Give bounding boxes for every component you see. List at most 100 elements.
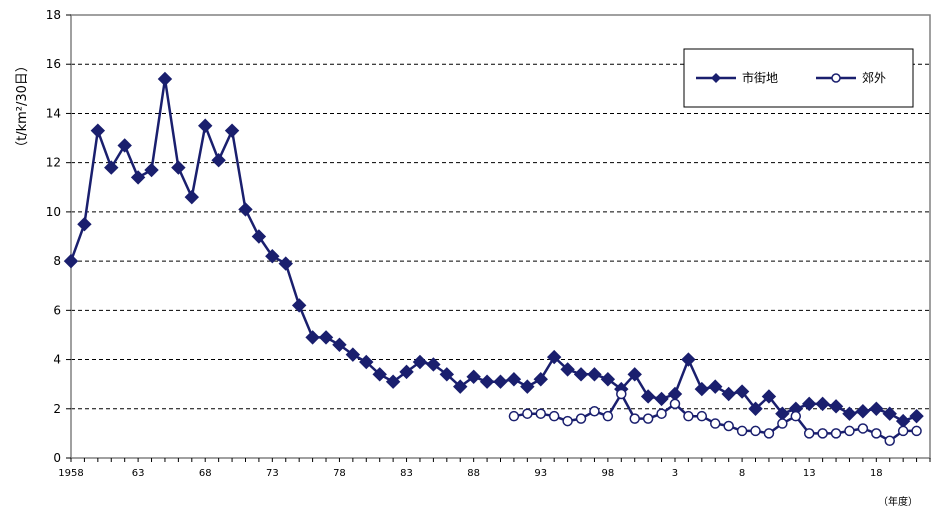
data-point-circle <box>844 425 855 437</box>
data-point-diamond <box>104 160 119 175</box>
data-point-diamond <box>399 364 414 380</box>
data-point-diamond <box>130 170 146 185</box>
x-tick-label: 13 <box>803 468 816 479</box>
x-tick-label: 93 <box>534 468 547 479</box>
data-point-diamond <box>801 396 817 412</box>
data-point-diamond <box>882 406 897 421</box>
data-point-diamond <box>842 406 857 421</box>
y-tick-label: 6 <box>53 303 61 317</box>
y-tick-label: 12 <box>46 156 61 170</box>
data-point-diamond <box>291 298 307 313</box>
data-point-diamond <box>278 256 293 271</box>
data-point-diamond <box>90 123 106 138</box>
gridlines <box>71 63 930 410</box>
data-point-diamond <box>77 216 92 232</box>
data-point-diamond <box>63 253 79 269</box>
data-point-circle <box>683 410 694 422</box>
data-point-diamond <box>265 248 280 264</box>
data-point-diamond <box>198 118 213 133</box>
data-point-diamond <box>466 369 481 384</box>
data-point-diamond <box>721 386 736 402</box>
data-point-diamond <box>654 391 669 407</box>
y-tick-label: 0 <box>53 451 61 465</box>
data-point-diamond <box>184 189 200 205</box>
y-tick-label: 4 <box>53 353 61 367</box>
y-tick-label: 16 <box>46 57 61 71</box>
data-point-diamond <box>332 337 347 352</box>
data-point-diamond <box>640 389 656 404</box>
data-point-diamond <box>318 330 334 345</box>
x-tick-label: 3 <box>672 468 678 479</box>
data-point-circle <box>562 415 573 427</box>
data-point-diamond <box>171 160 186 175</box>
data-point-diamond <box>573 367 589 382</box>
data-point-diamond <box>815 396 830 412</box>
data-point-diamond <box>453 379 468 394</box>
data-point-diamond <box>493 374 508 389</box>
data-point-diamond <box>224 123 240 138</box>
legend-marker-circle <box>831 73 841 83</box>
series-group <box>63 71 924 447</box>
data-point-diamond <box>869 401 884 416</box>
data-point-circle <box>723 420 734 432</box>
data-point-circle <box>911 425 922 437</box>
data-point-diamond <box>385 374 401 389</box>
data-point-circle <box>763 428 775 439</box>
data-point-diamond <box>211 152 226 168</box>
x-tick-label: 1958 <box>58 468 83 479</box>
x-tick-label: 63 <box>132 468 145 479</box>
data-point-diamond <box>627 367 642 382</box>
legend: 市街地 郊外 <box>683 48 914 108</box>
data-point-diamond <box>251 229 267 244</box>
x-tick-label: 98 <box>602 468 615 479</box>
y-tick-label: 10 <box>46 205 61 219</box>
data-point-circle <box>642 413 654 424</box>
data-point-circle <box>575 413 587 424</box>
y-axis-title: （t/km²/30日） <box>15 59 30 154</box>
data-point-circle <box>629 413 640 424</box>
data-point-diamond <box>520 379 535 394</box>
x-tick-label: 78 <box>333 468 346 479</box>
data-point-circle <box>616 388 627 400</box>
data-point-circle <box>803 428 815 439</box>
x-axis-ticks: 1958 63 68 73 78 83 88 93 98 3 8 13 18 <box>58 458 931 479</box>
data-point-diamond <box>533 372 548 387</box>
data-point-circle <box>736 425 748 437</box>
data-point-diamond <box>157 71 173 87</box>
data-point-circle <box>884 435 895 447</box>
data-point-circle <box>777 418 788 429</box>
data-point-circle <box>696 410 708 422</box>
data-point-circle <box>535 408 547 419</box>
data-point-diamond <box>909 408 924 424</box>
data-point-diamond <box>761 389 777 404</box>
data-point-diamond <box>694 381 710 397</box>
data-point-circle <box>871 428 882 439</box>
data-point-diamond <box>144 162 159 178</box>
data-point-circle <box>669 398 681 410</box>
data-point-diamond <box>238 202 253 217</box>
data-point-circle <box>602 410 614 422</box>
data-point-diamond <box>708 379 723 394</box>
x-tick-label: 68 <box>199 468 212 479</box>
data-point-diamond <box>305 330 320 345</box>
data-point-diamond <box>734 384 750 399</box>
data-point-diamond <box>345 347 361 362</box>
data-point-circle <box>656 408 667 419</box>
y-tick-label: 18 <box>46 8 61 22</box>
data-point-circle <box>710 418 721 429</box>
data-point-diamond <box>426 357 441 372</box>
x-tick-label: 83 <box>400 468 413 479</box>
data-point-circle <box>548 410 560 422</box>
data-point-circle <box>790 410 802 422</box>
data-point-circle <box>589 405 600 417</box>
legend-label: 郊外 <box>862 71 886 85</box>
data-point-diamond <box>828 399 844 414</box>
data-point-diamond <box>546 349 562 365</box>
data-point-diamond <box>855 404 871 419</box>
data-point-diamond <box>560 362 575 377</box>
data-point-diamond <box>681 352 696 367</box>
data-point-diamond <box>479 374 495 389</box>
y-tick-label: 2 <box>53 402 61 416</box>
x-axis-unit-label: （年度） <box>878 495 918 508</box>
